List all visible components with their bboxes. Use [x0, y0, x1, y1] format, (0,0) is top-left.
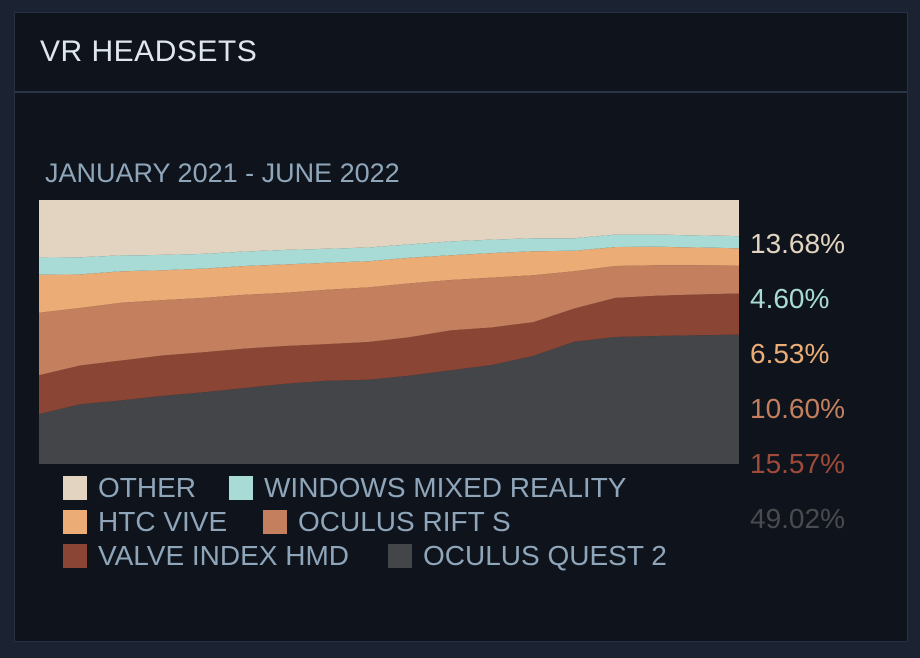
vr-headsets-card: VR HEADSETS JANUARY 2021 - JUNE 2022 13.…	[14, 12, 908, 642]
legend-swatch	[63, 544, 87, 568]
area-oculus-rift-s	[39, 265, 739, 376]
card-header: VR HEADSETS	[15, 13, 907, 93]
legend-label: OCULUS QUEST 2	[423, 540, 667, 571]
end-label-htc-vive: 6.53%	[750, 338, 830, 369]
end-label-oculus-quest-2: 49.02%	[750, 503, 845, 534]
legend-label: VALVE INDEX HMD	[98, 540, 350, 571]
area-htc-vive	[39, 246, 739, 313]
legend-swatch	[263, 510, 287, 534]
legend-label: OCULUS RIFT S	[298, 506, 511, 537]
end-label-oculus-rift-s: 10.60%	[750, 393, 845, 424]
legend-swatch	[63, 510, 87, 534]
end-label-other: 13.68%	[750, 228, 845, 259]
card-title: VR HEADSETS	[40, 35, 258, 68]
stacked-area-chart	[39, 200, 739, 464]
chart-title: JANUARY 2021 - JUNE 2022	[45, 158, 400, 188]
legend-label: WINDOWS MIXED REALITY	[264, 472, 627, 503]
legend-swatch	[388, 544, 412, 568]
legend-label: OTHER	[98, 472, 196, 503]
legend-label: HTC VIVE	[98, 506, 228, 537]
area-other	[39, 200, 739, 258]
end-label-valve-index-hmd: 15.57%	[750, 448, 845, 479]
area-valve-index-hmd	[39, 293, 739, 415]
area-windows-mixed-reality	[39, 234, 739, 275]
area-oculus-quest-2	[39, 334, 739, 464]
end-label-windows-mixed-reality: 4.60%	[750, 283, 830, 314]
legend-swatch	[229, 476, 253, 500]
legend-swatch	[63, 476, 87, 500]
